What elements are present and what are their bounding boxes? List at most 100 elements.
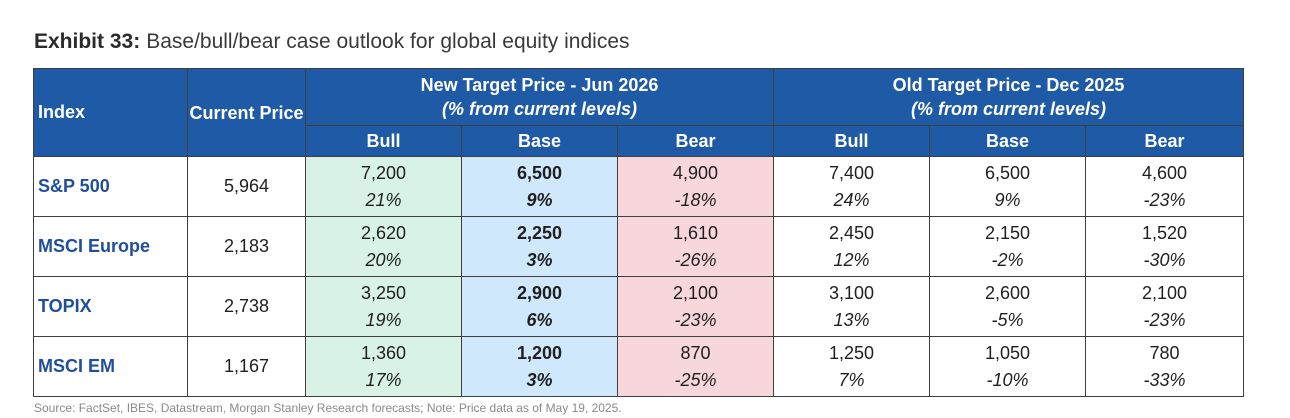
table-row: MSCI EM 1,167 1,360 17% 1,200 3% 870 -25% 1… xyxy=(33,336,1245,397)
new-bull-pct: 17% xyxy=(365,369,402,390)
old-bear-value: 2,100 xyxy=(1142,282,1188,303)
header-old-target-title: Old Target Price - Dec 2025 xyxy=(892,75,1125,95)
old-bull-cell: 3,100 13% xyxy=(773,276,931,337)
new-base-value: 2,250 xyxy=(516,222,563,243)
exhibit-title: Exhibit 33: Base/bull/bear case outlook f… xyxy=(34,30,630,54)
new-bull-pct: 21% xyxy=(365,189,402,210)
new-bull-cell: 3,250 19% xyxy=(305,276,462,337)
new-bull-value: 3,250 xyxy=(360,282,407,303)
new-base-cell: 2,900 6% xyxy=(461,276,618,337)
old-bull-pct: 24% xyxy=(833,189,870,210)
old-bear-value: 780 xyxy=(1149,342,1180,363)
old-bull-value: 3,100 xyxy=(828,282,875,303)
new-bull-value: 1,360 xyxy=(360,342,407,363)
old-bear-pct: -30% xyxy=(1143,249,1186,270)
old-bear-pct: -33% xyxy=(1143,369,1186,390)
header-index: Index xyxy=(33,68,188,157)
header-new-target-title: New Target Price - Jun 2026 xyxy=(420,75,659,95)
old-bear-cell: 2,100 -23% xyxy=(1085,276,1245,337)
old-bull-pct: 13% xyxy=(833,309,870,330)
header-current-price: Current Price xyxy=(187,68,306,157)
header-new-bear: Bear xyxy=(616,125,775,157)
new-bull-value: 7,200 xyxy=(360,162,407,183)
new-bear-value: 4,900 xyxy=(672,162,719,183)
old-base-cell: 2,600 -5% xyxy=(929,276,1087,337)
new-base-value: 1,200 xyxy=(516,342,563,363)
header-new-bull: Bull xyxy=(305,125,462,157)
index-name: S&P 500 xyxy=(33,156,188,217)
new-bear-cell: 1,610 -26% xyxy=(616,216,775,277)
old-base-value: 1,050 xyxy=(984,342,1031,363)
old-bull-value: 2,450 xyxy=(828,222,875,243)
header-new-target: New Target Price - Jun 2026 (% from curr… xyxy=(304,68,775,126)
old-bull-pct: 12% xyxy=(833,249,870,270)
old-base-pct: -2% xyxy=(991,249,1024,270)
new-bull-cell: 2,620 20% xyxy=(305,216,462,277)
old-base-value: 2,600 xyxy=(984,282,1031,303)
old-base-pct: -10% xyxy=(986,369,1029,390)
current-price: 1,167 xyxy=(187,336,306,397)
new-base-pct: 6% xyxy=(526,309,553,330)
old-bear-pct: -23% xyxy=(1143,309,1186,330)
old-bull-value: 7,400 xyxy=(828,162,875,183)
exhibit-label: Exhibit 33: xyxy=(34,30,141,53)
new-base-cell: 6,500 9% xyxy=(461,156,618,217)
new-bear-cell: 2,100 -23% xyxy=(616,276,775,337)
new-bear-value: 870 xyxy=(680,342,711,363)
old-bull-cell: 7,400 24% xyxy=(773,156,931,217)
old-base-pct: 9% xyxy=(994,189,1021,210)
new-base-pct: 9% xyxy=(526,189,553,210)
new-bear-pct: -18% xyxy=(674,189,717,210)
new-bear-value: 1,610 xyxy=(672,222,719,243)
header-old-bull: Bull xyxy=(773,125,931,157)
old-base-pct: -5% xyxy=(991,309,1024,330)
index-name: TOPIX xyxy=(33,276,188,337)
current-price: 2,738 xyxy=(187,276,306,337)
old-bear-cell: 1,520 -30% xyxy=(1085,216,1245,277)
old-base-value: 6,500 xyxy=(984,162,1031,183)
outlook-table: Index Current Price New Target Price - J… xyxy=(33,68,1245,397)
old-bear-cell: 780 -33% xyxy=(1085,336,1245,397)
current-price: 5,964 xyxy=(187,156,306,217)
new-bull-cell: 1,360 17% xyxy=(305,336,462,397)
old-bear-value: 1,520 xyxy=(1142,222,1188,243)
exhibit-title-text: Base/bull/bear case outlook for global e… xyxy=(146,30,630,53)
source-note: Source: FactSet, IBES, Datastream, Morga… xyxy=(34,401,622,415)
old-bull-value: 1,250 xyxy=(828,342,875,363)
table-row: S&P 500 5,964 7,200 21% 6,500 9% 4,900 -18%… xyxy=(33,156,1245,217)
header-new-base: Base xyxy=(461,125,618,157)
index-name: MSCI Europe xyxy=(33,216,188,277)
old-base-cell: 6,500 9% xyxy=(929,156,1087,217)
new-bull-cell: 7,200 21% xyxy=(305,156,462,217)
new-bull-value: 2,620 xyxy=(360,222,407,243)
new-bear-cell: 870 -25% xyxy=(616,336,775,397)
new-bear-pct: -26% xyxy=(674,249,717,270)
header-old-base: Base xyxy=(929,125,1087,157)
header-old-target-sub: (% from current levels) xyxy=(911,99,1107,119)
header-old-bear: Bear xyxy=(1085,125,1245,157)
new-base-pct: 3% xyxy=(526,249,553,270)
new-base-cell: 1,200 3% xyxy=(461,336,618,397)
index-name: MSCI EM xyxy=(33,336,188,397)
old-bull-cell: 1,250 7% xyxy=(773,336,931,397)
old-bull-cell: 2,450 12% xyxy=(773,216,931,277)
new-bull-pct: 19% xyxy=(365,309,402,330)
old-bear-value: 4,600 xyxy=(1142,162,1188,183)
new-base-value: 6,500 xyxy=(516,162,563,183)
new-base-value: 2,900 xyxy=(516,282,563,303)
current-price: 2,183 xyxy=(187,216,306,277)
old-base-cell: 2,150 -2% xyxy=(929,216,1087,277)
old-base-cell: 1,050 -10% xyxy=(929,336,1087,397)
old-base-value: 2,150 xyxy=(984,222,1031,243)
new-bear-cell: 4,900 -18% xyxy=(616,156,775,217)
new-bear-pct: -23% xyxy=(674,309,717,330)
header-old-target: Old Target Price - Dec 2025 (% from curr… xyxy=(773,68,1245,126)
new-base-pct: 3% xyxy=(526,369,553,390)
old-bull-pct: 7% xyxy=(838,369,865,390)
new-bull-pct: 20% xyxy=(365,249,402,270)
new-base-cell: 2,250 3% xyxy=(461,216,618,277)
old-bear-cell: 4,600 -23% xyxy=(1085,156,1245,217)
new-bear-value: 2,100 xyxy=(672,282,719,303)
new-bear-pct: -25% xyxy=(674,369,717,390)
header-new-target-sub: (% from current levels) xyxy=(441,99,638,119)
